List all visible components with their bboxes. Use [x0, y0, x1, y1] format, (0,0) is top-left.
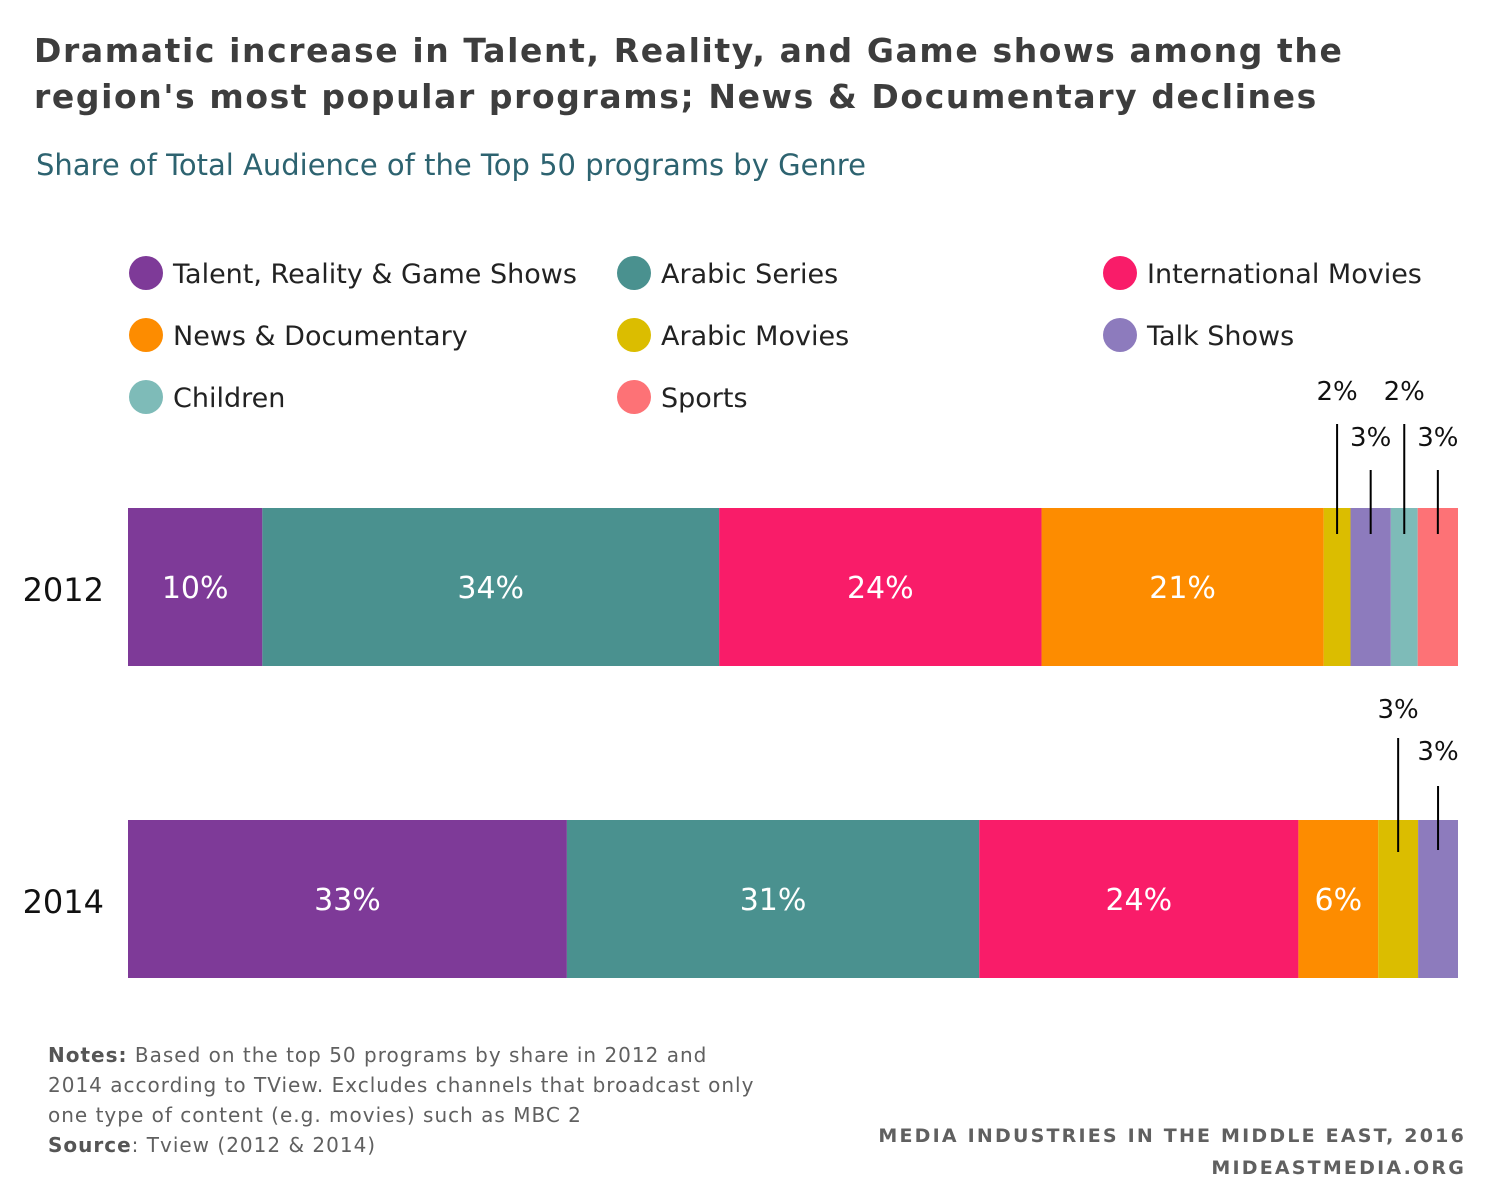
notes-label: Notes:: [48, 1043, 128, 1067]
data-label-2014-5: 3%: [1417, 737, 1458, 767]
data-label-2012-7: 3%: [1417, 423, 1458, 453]
chart-notes: Notes: Based on the top 50 programs by s…: [48, 1040, 768, 1160]
legend-label-2: International Movies: [1147, 259, 1422, 290]
category-label-2014: 2014: [23, 883, 104, 921]
source-text: : Tview (2012 & 2014): [131, 1133, 377, 1157]
chart-subtitle: Share of Total Audience of the Top 50 pr…: [36, 148, 866, 182]
legend-swatch-5: [1103, 318, 1137, 352]
legend-label-5: Talk Shows: [1146, 321, 1294, 352]
legend-swatch-3: [129, 318, 163, 352]
data-label-2012-0: 10%: [162, 571, 229, 606]
bar-segment-2012-4: [1323, 508, 1351, 666]
legend-swatch-6: [129, 380, 163, 414]
data-label-2014-4: 3%: [1378, 695, 1419, 725]
data-label-2012-5: 3%: [1350, 423, 1391, 453]
bar-segment-2014-1: [566, 820, 980, 978]
legend-swatch-0: [129, 256, 163, 290]
legend-swatch-1: [617, 256, 651, 290]
data-label-2012-4: 2%: [1316, 377, 1357, 407]
bar-segment-2014-0: [128, 820, 567, 978]
data-label-2012-2: 24%: [847, 571, 914, 606]
legend-label-0: Talent, Reality & Game Shows: [172, 259, 577, 290]
data-label-2014-3: 6%: [1315, 883, 1363, 918]
legend-label-1: Arabic Series: [661, 259, 838, 290]
source-label: Source: [48, 1133, 132, 1157]
notes-text: Based on the top 50 programs by share in…: [48, 1043, 755, 1127]
legend-label-4: Arabic Movies: [661, 321, 849, 352]
bar-segment-2012-1: [262, 508, 720, 666]
data-label-2012-1: 34%: [457, 571, 524, 606]
legend-swatch-4: [617, 318, 651, 352]
bar-segment-2014-3: [1298, 820, 1379, 978]
footer-website: MIDEASTMEDIA.ORG: [1211, 1157, 1466, 1179]
legend-swatch-7: [617, 380, 651, 414]
data-label-2014-0: 33%: [314, 883, 381, 918]
data-label-2014-1: 31%: [740, 883, 807, 918]
legend-swatch-2: [1103, 256, 1137, 290]
bar-segment-2012-7: [1417, 508, 1458, 666]
footer-publication: MEDIA INDUSTRIES IN THE MIDDLE EAST, 201…: [878, 1125, 1466, 1147]
chart-title: Dramatic increase in Talent, Reality, an…: [34, 31, 1344, 116]
bar-segment-2012-3: [1041, 508, 1324, 666]
legend-label-3: News & Documentary: [173, 321, 468, 352]
data-label-2012-3: 21%: [1149, 571, 1216, 606]
bar-segment-2014-2: [979, 820, 1299, 978]
category-label-2012: 2012: [23, 571, 104, 609]
footer-credit: MEDIA INDUSTRIES IN THE MIDDLE EAST, 201…: [878, 1120, 1466, 1184]
bar-segment-2012-2: [719, 508, 1042, 666]
data-label-2014-2: 24%: [1105, 883, 1172, 918]
legend-label-7: Sports: [661, 383, 748, 414]
bar-segment-2012-5: [1350, 508, 1391, 666]
legend-label-6: Children: [173, 383, 285, 414]
bar-segment-2012-0: [128, 508, 263, 666]
data-label-2012-6: 2%: [1384, 377, 1425, 407]
bar-segment-2012-6: [1390, 508, 1418, 666]
